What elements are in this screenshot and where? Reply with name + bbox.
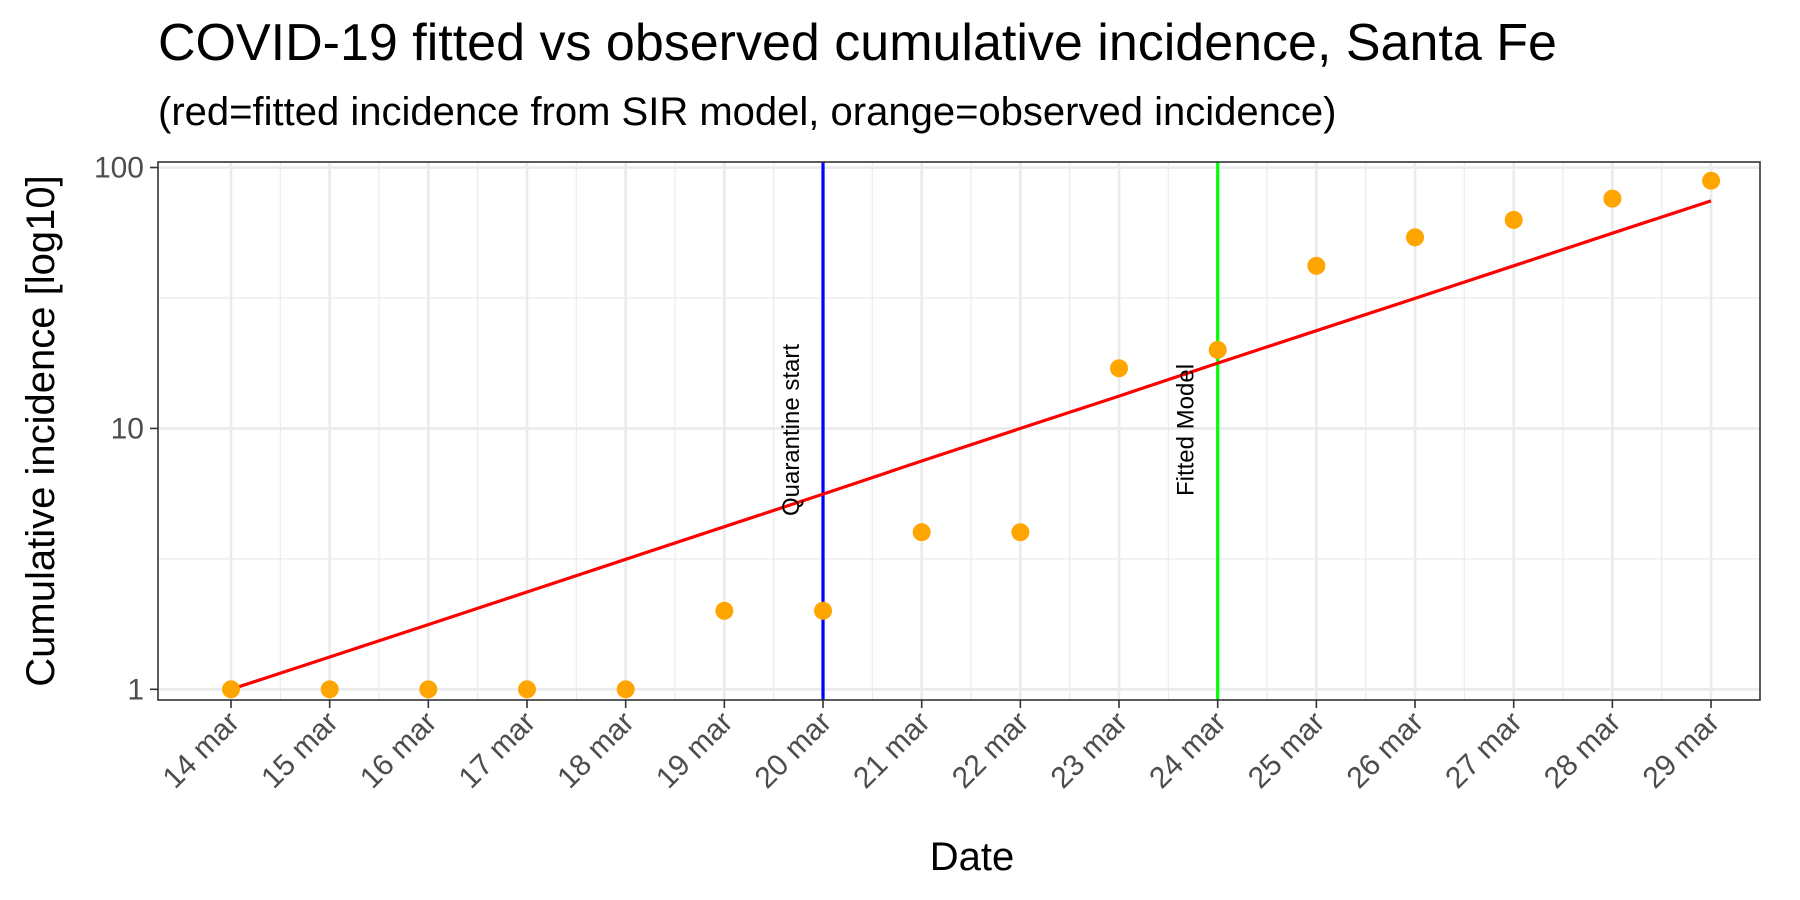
observed-point bbox=[518, 680, 537, 699]
x-tick-label: 27 mar bbox=[1439, 706, 1528, 795]
observed-point bbox=[912, 523, 931, 542]
x-tick-label: 22 mar bbox=[946, 706, 1035, 795]
y-tick-label: 100 bbox=[94, 152, 144, 185]
x-tick-label: 26 mar bbox=[1341, 706, 1430, 795]
observed-point bbox=[222, 680, 240, 699]
x-tick-label: 23 mar bbox=[1045, 706, 1134, 795]
grid-minor bbox=[158, 162, 1760, 700]
fitted-model-label: Fitted Model bbox=[1173, 364, 1200, 496]
x-tick-label: 17 mar bbox=[453, 706, 542, 795]
x-axis-title: Date bbox=[930, 835, 1015, 879]
observed-point bbox=[814, 601, 833, 620]
observed-point bbox=[1011, 523, 1030, 542]
observed-point bbox=[1208, 340, 1227, 359]
y-tick-label: 1 bbox=[127, 673, 144, 706]
x-tick-label: 29 mar bbox=[1637, 706, 1726, 795]
fitted-series bbox=[230, 199, 1712, 691]
x-tick-label: 19 mar bbox=[650, 706, 739, 795]
x-tick-label: 25 mar bbox=[1242, 706, 1331, 795]
x-tick-label: 28 mar bbox=[1538, 706, 1627, 795]
plot-background bbox=[158, 162, 1760, 700]
quarantine-start-label: Quarantine start bbox=[778, 344, 805, 516]
observed-point bbox=[616, 680, 635, 699]
y-tick-label: 10 bbox=[111, 412, 144, 445]
chart-subtitle: (red=fitted incidence from SIR model, or… bbox=[158, 90, 1336, 134]
observed-point bbox=[1603, 189, 1622, 208]
observed-point bbox=[320, 680, 339, 699]
observed-point bbox=[419, 680, 438, 699]
x-tick-label: 21 mar bbox=[847, 706, 936, 795]
x-tick-label: 18 mar bbox=[551, 706, 640, 795]
plot-panel-border bbox=[157, 161, 1761, 701]
x-tick-label: 20 mar bbox=[749, 706, 838, 795]
x-tick-label: 14 mar bbox=[157, 706, 246, 795]
y-axis: 1 10 100 bbox=[94, 152, 158, 706]
y-axis-title: Cumulative incidence [log10] bbox=[19, 175, 63, 686]
x-tick-label: 24 mar bbox=[1143, 706, 1232, 795]
observed-series bbox=[222, 171, 1721, 699]
x-tick-label: 15 mar bbox=[255, 706, 344, 795]
fitted-line bbox=[230, 199, 1712, 691]
observed-point bbox=[1702, 171, 1721, 190]
observed-point bbox=[715, 601, 734, 620]
annotations: Quarantine start Fitted Model bbox=[778, 344, 1200, 516]
observed-point bbox=[1110, 359, 1129, 378]
observed-point bbox=[1307, 256, 1326, 275]
observed-point bbox=[1406, 228, 1425, 247]
chart-title: COVID-19 fitted vs observed cumulative i… bbox=[158, 14, 1557, 72]
x-tick-label: 16 mar bbox=[354, 706, 443, 795]
x-axis: 14 mar 15 mar 16 mar 17 mar 18 mar 19 mar 20 m… bbox=[157, 700, 1726, 795]
observed-point bbox=[1504, 210, 1523, 229]
